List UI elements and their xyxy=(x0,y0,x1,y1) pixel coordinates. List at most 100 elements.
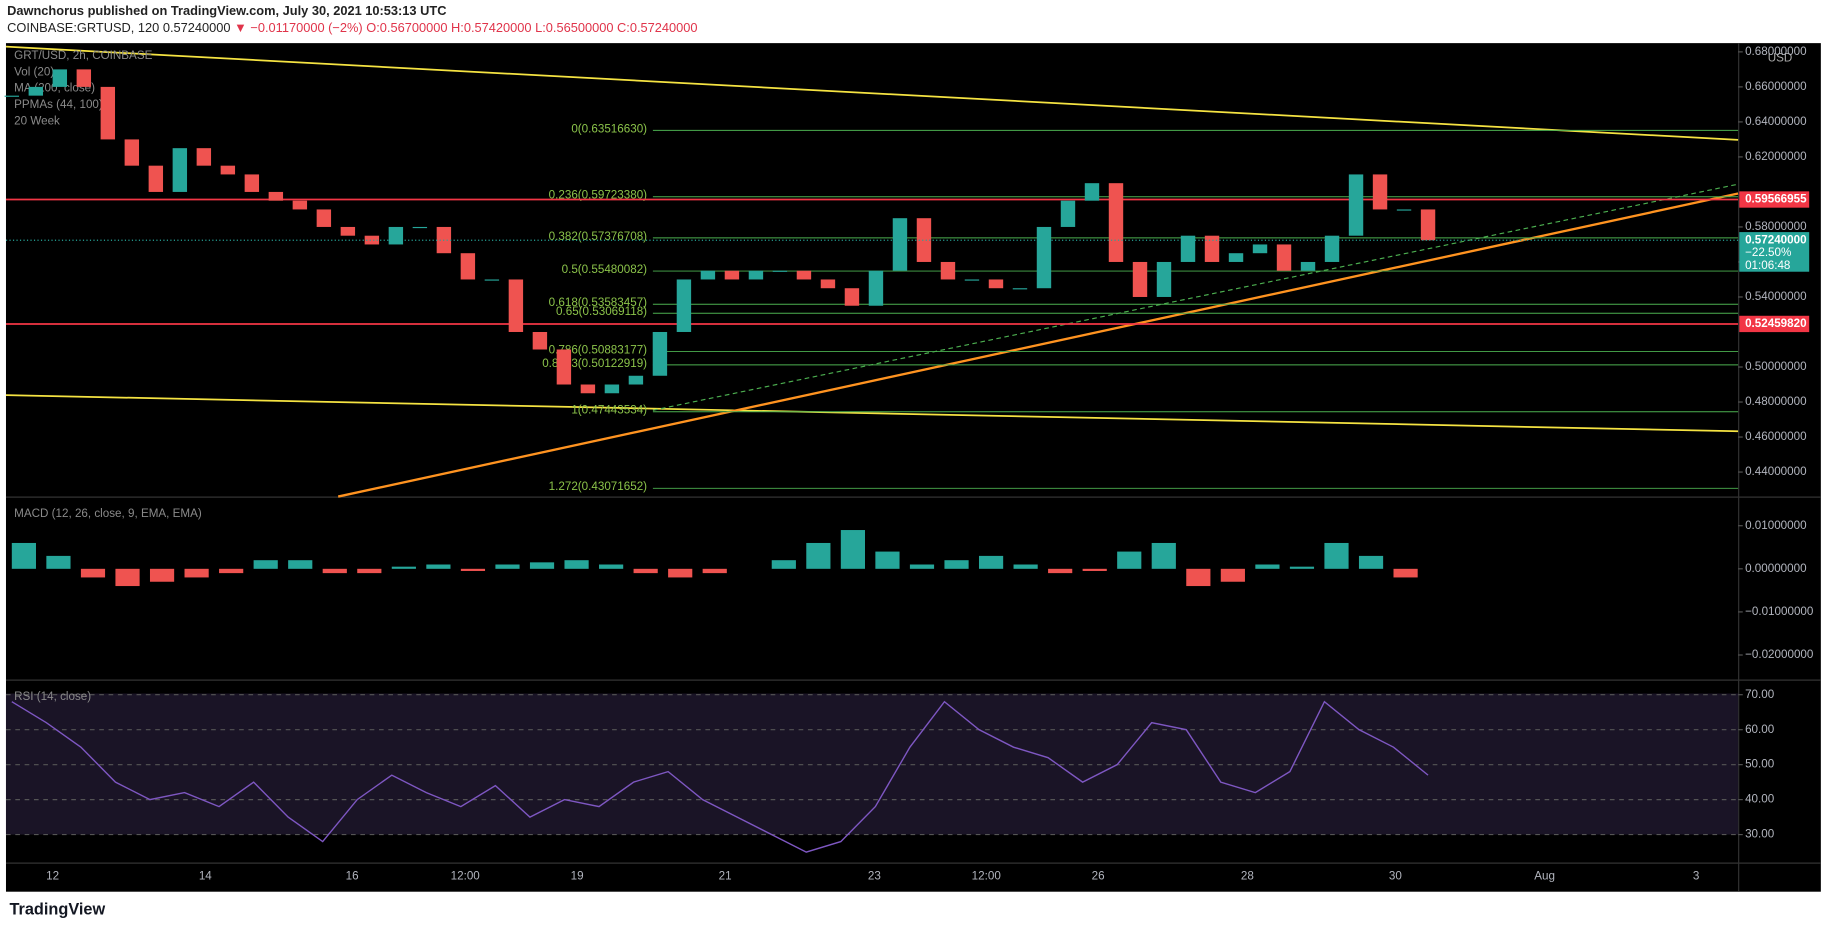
candle xyxy=(940,261,956,280)
price-box xyxy=(1739,232,1810,272)
change: ▼ −0.01170000 (−2%) xyxy=(234,21,363,36)
fib-label: 1.272(0.43071652) xyxy=(549,480,648,493)
y-tick-label: 0.58000000 xyxy=(1745,220,1807,233)
candle xyxy=(844,288,860,306)
pane-title: MACD (12, 26, close, 9, EMA, EMA) xyxy=(14,507,202,520)
pane-title: RSI (14, close) xyxy=(14,690,91,703)
candle xyxy=(580,384,596,394)
y-tick-label: 0.46000000 xyxy=(1745,430,1807,443)
candle xyxy=(196,148,212,166)
macd-bar xyxy=(1220,568,1245,582)
fib-label: 0.618(0.53583457) xyxy=(549,296,648,309)
macd-bar xyxy=(702,568,727,574)
macd-bar xyxy=(1255,564,1280,569)
currency: USD xyxy=(1768,51,1793,64)
price-change: −22.50% xyxy=(1745,246,1791,259)
legend-item: GRT/USD, 2h, COINBASE xyxy=(14,49,152,62)
x-tick-label: 12 xyxy=(46,870,59,883)
macd-bar xyxy=(219,568,244,574)
x-tick-label: 23 xyxy=(868,870,881,883)
candle xyxy=(1108,183,1124,262)
macd-bar xyxy=(391,566,416,569)
ohlc: O:0.56700000 H:0.57420000 L:0.56500000 C… xyxy=(366,21,697,36)
price-label: 0.59566955 xyxy=(1745,193,1807,206)
candle xyxy=(1180,235,1196,262)
x-tick-label: Aug xyxy=(1534,870,1555,883)
y-tick-label: 0.00000000 xyxy=(1745,562,1807,575)
macd-bar xyxy=(1151,542,1176,569)
candle xyxy=(460,253,476,280)
y-tick-label: 0.54000000 xyxy=(1745,290,1807,303)
candle xyxy=(1300,261,1316,271)
macd-bar xyxy=(1117,551,1142,569)
candle xyxy=(52,69,68,87)
macd-bar xyxy=(771,560,796,569)
x-tick-label: 12:00 xyxy=(451,870,481,883)
candle xyxy=(796,270,812,280)
candle xyxy=(724,270,740,280)
macd-bar xyxy=(564,560,589,569)
x-tick-label: 3 xyxy=(1693,870,1699,883)
candle xyxy=(388,226,404,245)
macd-bar xyxy=(909,564,935,569)
candle xyxy=(628,375,644,385)
candle xyxy=(916,218,932,262)
macd-bar xyxy=(1186,568,1211,587)
candle xyxy=(1396,209,1412,211)
macd-bar xyxy=(529,562,555,569)
candle xyxy=(340,226,356,236)
macd-bar xyxy=(357,568,382,574)
macd-bar xyxy=(115,568,140,587)
macd-bar xyxy=(668,568,693,578)
fib-label: 0.382(0.57376708) xyxy=(549,230,648,243)
candle xyxy=(1276,244,1292,271)
y-tick-label: 0.68000000 xyxy=(1745,45,1807,58)
y-tick-label: 40.00 xyxy=(1745,793,1775,806)
candle xyxy=(412,226,428,229)
candle xyxy=(964,279,980,281)
x-tick-label: 30 xyxy=(1389,870,1402,883)
macd-bar xyxy=(11,542,36,569)
x-tick-label: 12:00 xyxy=(972,870,1002,883)
macd-bar xyxy=(1013,564,1038,569)
y-tick-label: 0.50000000 xyxy=(1745,360,1807,373)
fib-label: 1(0.47443534) xyxy=(571,404,647,417)
trendline xyxy=(5,45,1739,141)
fib-label: 0.5(0.55480082) xyxy=(562,263,648,276)
candle xyxy=(292,200,308,210)
legend-item: Vol (20) xyxy=(14,65,54,78)
candle xyxy=(556,349,572,385)
candle xyxy=(532,331,548,350)
macd-bar xyxy=(1048,568,1073,574)
trendline xyxy=(652,183,1739,411)
trendline xyxy=(5,394,1739,433)
x-tick-label: 19 xyxy=(571,870,584,883)
macd-bar xyxy=(1289,566,1315,569)
candle xyxy=(100,86,116,140)
candle xyxy=(364,235,380,245)
candle xyxy=(868,270,884,306)
macd-bar xyxy=(322,568,347,574)
candle xyxy=(1156,261,1172,297)
x-tick-label: 28 xyxy=(1241,870,1254,883)
macd-bar xyxy=(1393,568,1418,578)
candle xyxy=(1372,174,1388,210)
candle xyxy=(148,165,164,192)
macd-bar xyxy=(944,560,969,569)
candle xyxy=(820,279,836,289)
candle xyxy=(484,279,500,281)
candle xyxy=(772,270,788,272)
macd-bar xyxy=(1324,542,1349,569)
macd-bar xyxy=(460,568,486,571)
macd-bar xyxy=(599,564,624,569)
candle xyxy=(1084,183,1100,201)
candle xyxy=(748,270,764,280)
countdown: 01:06:48 xyxy=(1745,259,1790,272)
symbol: COINBASE:GRTUSD, 120 0.57240000 ▼ −0.011… xyxy=(7,21,697,36)
macd-bar xyxy=(288,560,313,569)
price-label: 0.52459820 xyxy=(1745,317,1807,330)
y-tick-label: 0.48000000 xyxy=(1745,395,1807,408)
y-tick-label: 50.00 xyxy=(1745,758,1775,771)
macd-bar xyxy=(149,568,175,582)
macd-bar xyxy=(184,568,209,578)
